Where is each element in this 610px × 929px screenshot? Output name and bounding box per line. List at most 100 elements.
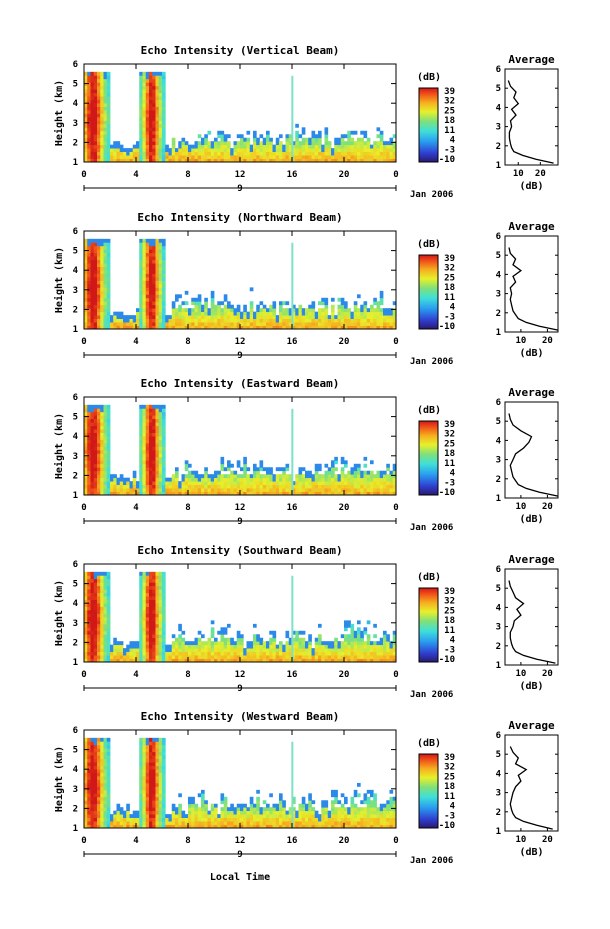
heatmap-cell [126,821,130,825]
heatmap-cell [311,315,316,319]
heatmap-cell [103,620,108,625]
heatmap-cell [87,82,91,87]
heatmap-cell [383,474,387,479]
heatmap-cell [106,113,111,118]
heatmap-cell [119,474,124,479]
heatmap-cell [191,311,195,316]
heatmap-cell [253,821,257,825]
heatmap-cell [84,817,88,822]
heatmap-cell [116,155,121,159]
heatmap-cell [84,245,88,250]
heatmap-cell [87,762,91,766]
heatmap-cell [106,470,111,475]
heatmap-cell [285,644,290,649]
heatmap-cell [353,651,358,656]
heatmap-cell [175,658,179,663]
heatmap-cell [243,463,247,468]
heatmap-cell [93,270,98,274]
heatmap-cell [178,814,182,818]
heatmap-cell [301,630,306,635]
heatmap-cell [240,814,244,818]
heatmap-cell [149,429,153,433]
heatmap-cell [269,648,273,652]
x-tick-label: 4 [133,670,139,680]
heatmap-cell [97,446,101,451]
heatmap-cell [318,634,322,639]
heatmap-cell [158,453,163,458]
heatmap-cell [90,789,95,794]
heatmap-cell [383,158,387,163]
heatmap-cell [142,270,147,274]
heatmap-cell [142,432,147,437]
heatmap-cell [142,158,147,163]
colorbar-tick-label: 25 [444,106,455,116]
heatmap-cell [162,803,166,808]
heatmap-cell [152,613,156,618]
heatmap-cell [275,477,280,482]
heatmap-cell [87,775,91,780]
heatmap-cell [389,158,394,163]
heatmap-cell [145,658,150,663]
heatmap-cell [162,263,166,267]
heatmap-cell [389,311,394,316]
heatmap-cell [87,769,91,773]
heatmap-cell [360,477,364,482]
heatmap-cell [132,658,137,663]
heatmap-cell [103,613,108,618]
heatmap-cell [87,155,91,159]
heatmap-cell [227,308,231,313]
heatmap-cell [340,648,345,652]
heatmap-cell [149,287,153,292]
heatmap-cell [324,641,329,646]
heatmap-cell [279,151,283,156]
heatmap-cell [90,484,95,489]
heatmap-cell [84,616,88,621]
heatmap-cell [201,318,205,323]
heatmap-cell [243,148,247,152]
heatmap-cell [175,477,179,482]
avg-xlabel: (dB) [519,514,543,525]
heatmap-cell [149,71,153,76]
heatmap-cell [145,249,150,254]
heatmap-cell [357,470,361,475]
heatmap-cell [259,315,264,319]
heatmap-cell [155,589,160,594]
colorbar-tick-label: 25 [444,606,455,616]
heatmap-cell [145,460,150,465]
heatmap-cell [103,127,108,132]
heatmap-cell [288,658,293,663]
heatmap-cell [87,297,91,302]
heatmap-cell [240,477,244,482]
heatmap-cell [168,318,173,323]
heatmap-cell [162,817,166,822]
heatmap-cell [84,456,88,461]
heatmap-cell [266,470,270,475]
heatmap-cell [337,148,342,152]
heatmap-cell [142,589,147,594]
heatmap-cell [152,425,156,430]
heatmap-cell [230,637,234,642]
heatmap-cell [246,810,251,815]
heatmap-cell [171,315,176,319]
heatmap-cell [227,637,231,642]
heatmap-cell [292,322,296,326]
heatmap-cell [155,648,160,652]
heatmap-cell [227,474,231,479]
heatmap-cell [353,322,358,326]
heatmap-cell [155,280,160,285]
heatmap-cell [266,155,270,159]
heatmap-cell [90,751,95,756]
heatmap-cell [337,151,342,156]
heatmap-cell [149,422,153,427]
heatmap-cell [103,137,108,142]
heatmap-cell [145,425,150,430]
heatmap-cell [136,814,140,818]
heatmap-cell [110,158,114,163]
heatmap-cell [240,644,244,649]
heatmap-cell [207,491,212,496]
heatmap-cell [149,249,153,254]
heatmap-cell [272,481,277,485]
heatmap-cell [158,755,163,760]
heatmap-cell [256,789,260,794]
heatmap-cell [353,658,358,663]
